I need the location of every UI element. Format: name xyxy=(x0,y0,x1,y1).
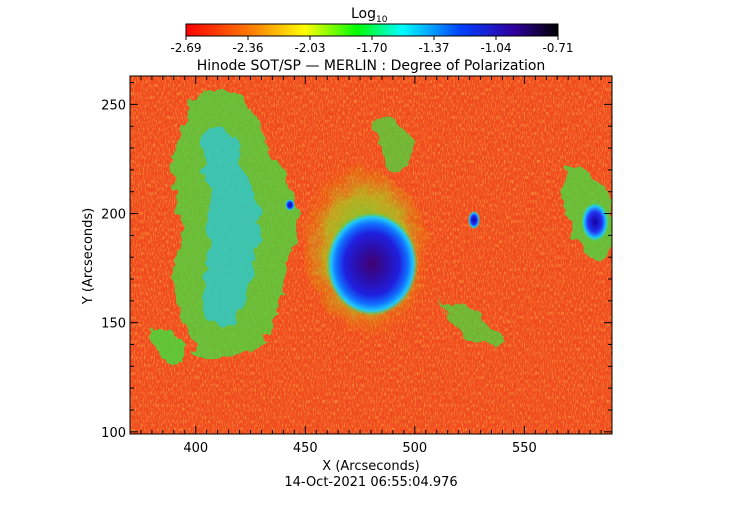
y-axis: 100 150 200 250 xyxy=(101,82,612,441)
y-axis-label: Y (Arcseconds) xyxy=(81,208,96,305)
sunspot-umbra xyxy=(326,212,418,316)
colorbar-tick-label: -2.03 xyxy=(294,41,325,55)
x-tick-label: 400 xyxy=(183,441,208,456)
y-tick-label: 250 xyxy=(101,98,126,113)
colorbar-title: Log10 xyxy=(351,6,388,25)
x-tick-label: 500 xyxy=(402,441,427,456)
colorbar-tick-label: -1.04 xyxy=(480,41,511,55)
small-spot-mid xyxy=(468,211,480,229)
small-spot-left xyxy=(285,199,295,211)
small-spot-right xyxy=(581,202,609,242)
colorbar-tick-label: -2.36 xyxy=(232,41,263,55)
colorbar-ticks: -2.69 -2.36 -2.03 -1.70 -1.37 -1.04 -0.71 xyxy=(170,36,574,55)
colorbar-tick-label: -1.70 xyxy=(356,41,387,55)
x-axis-label: X (Arcseconds) xyxy=(322,459,419,474)
colorbar-tick-label: -2.69 xyxy=(170,41,201,55)
y-tick-label: 150 xyxy=(101,317,126,332)
colorbar-tick-label: -0.71 xyxy=(542,41,573,55)
y-tick-label: 100 xyxy=(101,426,126,441)
colorbar-tick-label: -1.37 xyxy=(418,41,449,55)
colorbar: Log10 -2.69 -2.36 -2.03 -1.70 -1.37 -1.04 -0.7… xyxy=(170,6,573,55)
timestamp: 14-Oct-2021 06:55:04.976 xyxy=(284,475,457,490)
plot-title: Hinode SOT/SP — MERLIN : Degree of Polar… xyxy=(197,58,546,74)
y-tick-label: 200 xyxy=(101,208,126,223)
polarization-image xyxy=(130,76,612,434)
x-axis: 400 450 500 550 xyxy=(140,76,613,456)
x-tick-label: 450 xyxy=(293,441,318,456)
colorbar-gradient xyxy=(185,23,559,37)
x-tick-label: 550 xyxy=(512,441,537,456)
